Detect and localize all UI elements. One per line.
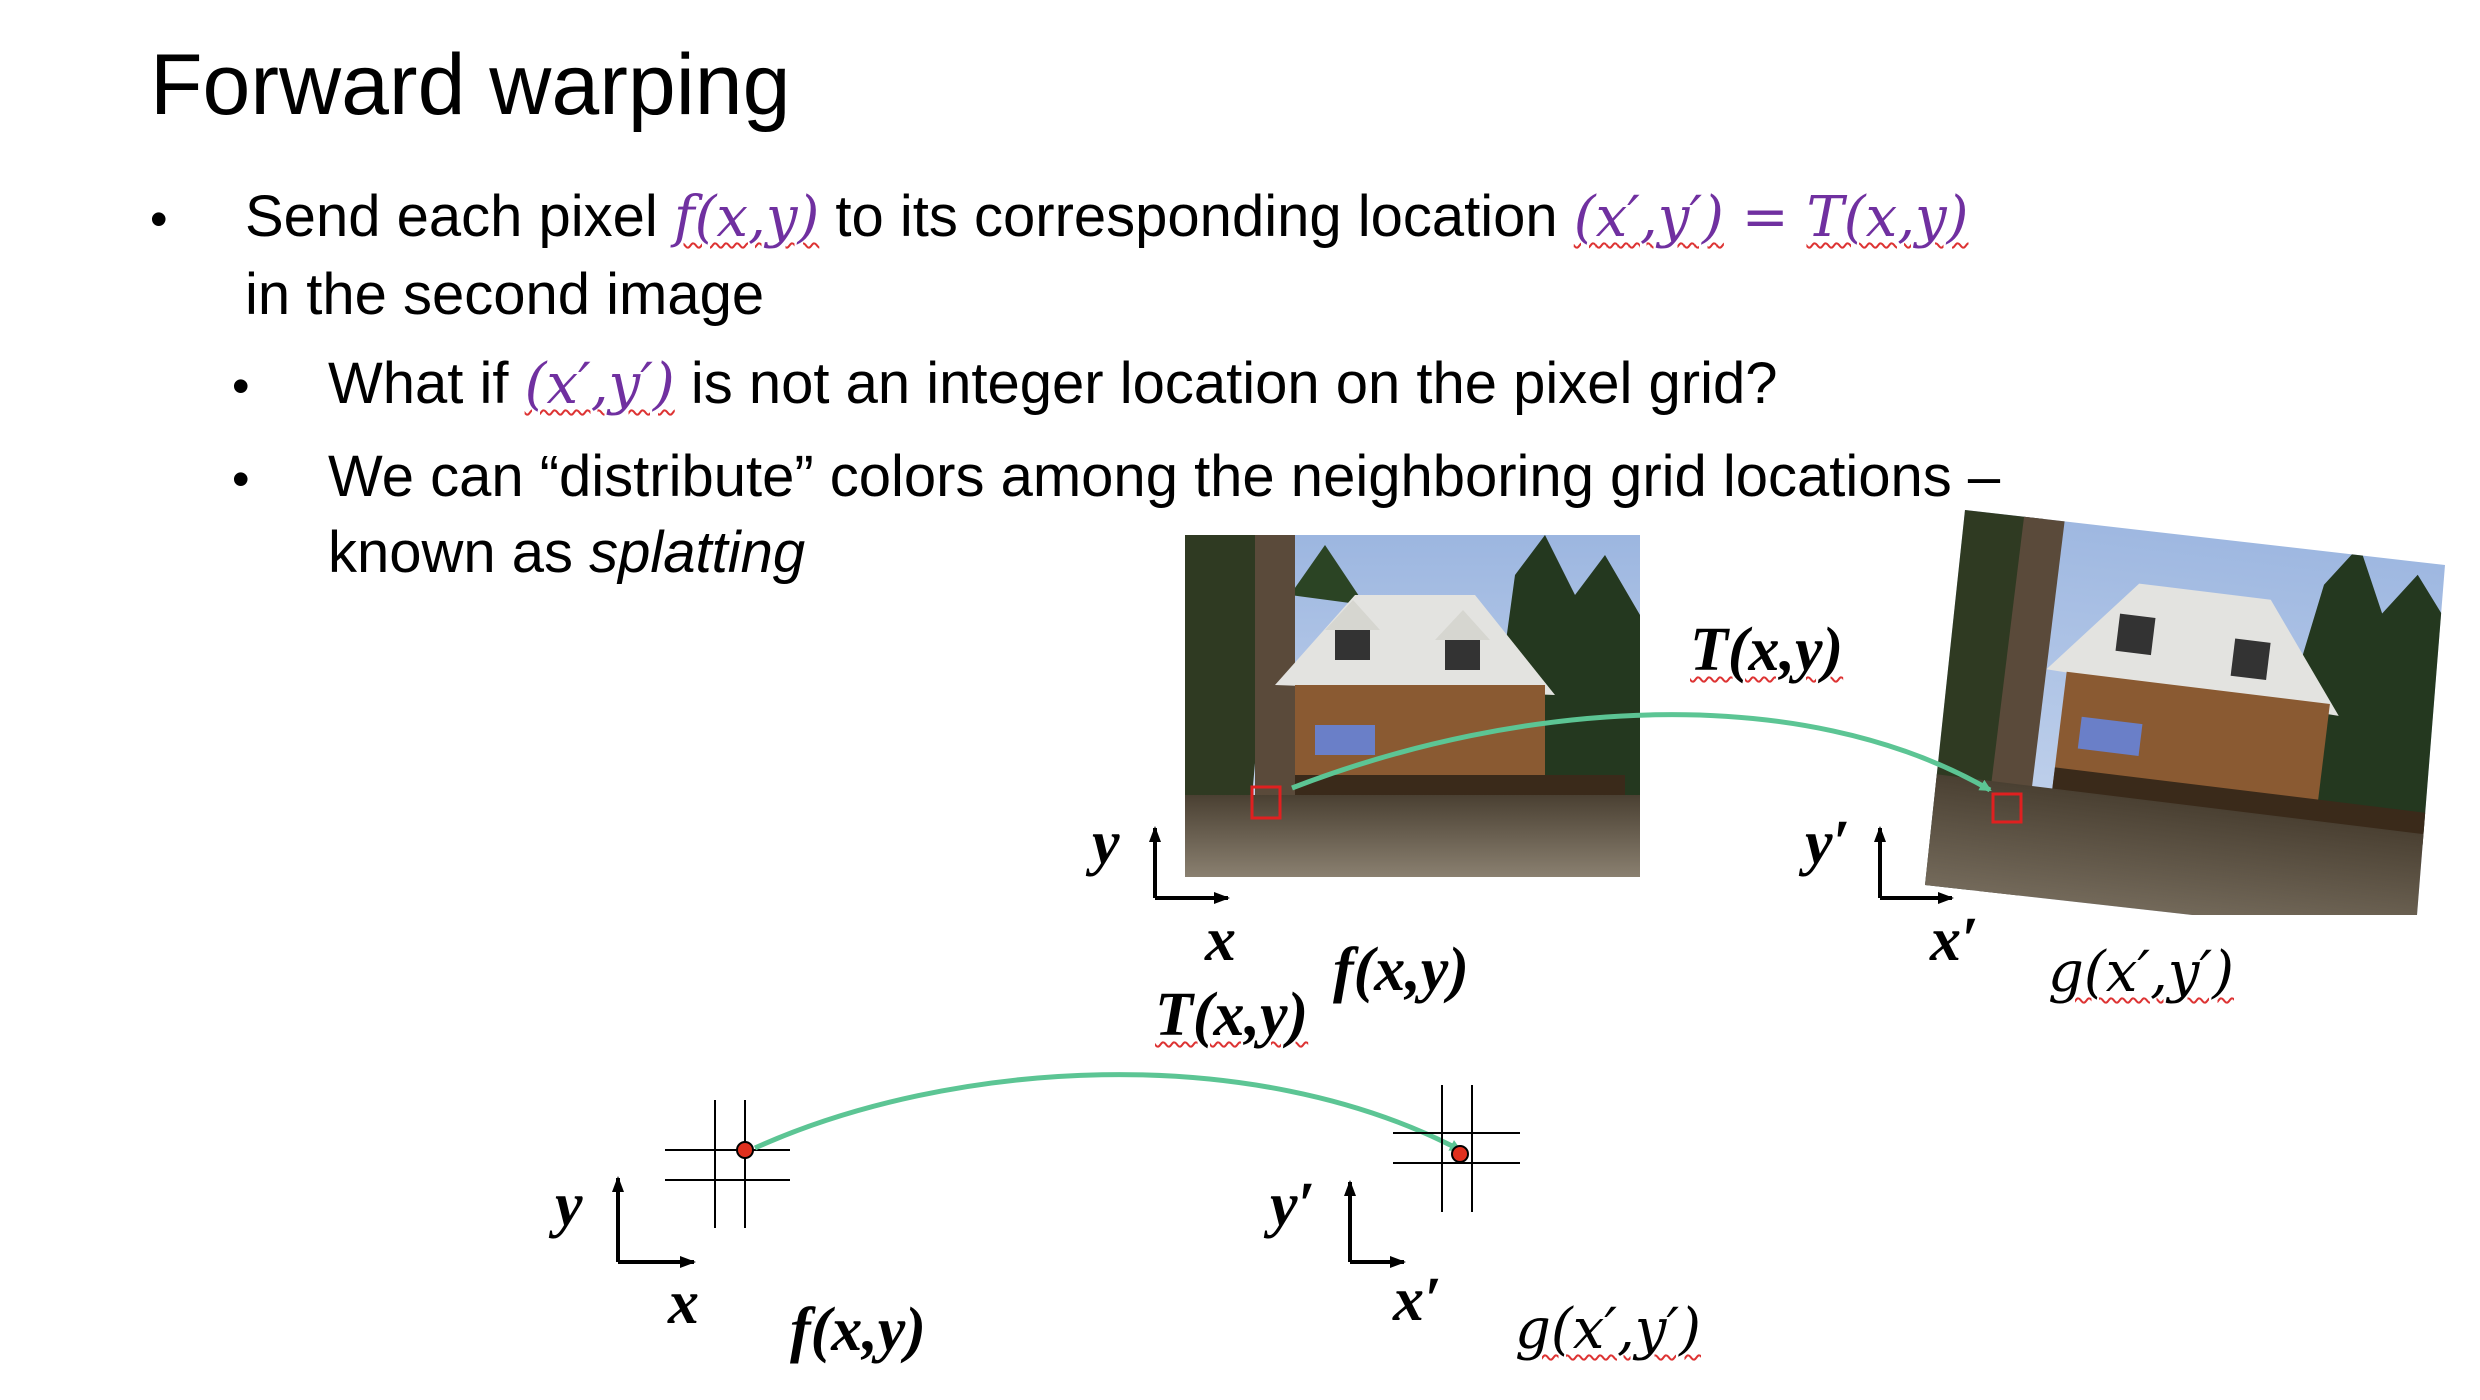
grid-source-label: f(x,y) xyxy=(790,1296,926,1364)
bullet-3-emph: splatting xyxy=(589,520,806,585)
target-image-text: g(x′,y′) xyxy=(2048,940,2234,1005)
grid-source-axes xyxy=(612,1176,696,1268)
warped-house-photo xyxy=(1925,510,2445,915)
bullet-dot: • xyxy=(232,451,250,507)
math-equals: = xyxy=(1723,185,1807,250)
math-xprime-yprime: (x′,y′) xyxy=(524,352,675,417)
grid-target-axis-y-label: y′ xyxy=(1270,1171,1315,1239)
bullet-2-text-a: What if xyxy=(328,351,525,416)
top-transform-label: T(x,y) xyxy=(1690,615,1843,685)
grid-target-axis-x-label: x′ xyxy=(1393,1266,1442,1334)
grid-target-label: g(x′,y′) xyxy=(1515,1295,1701,1365)
bullet-1-text-b: to its corresponding location xyxy=(819,184,1574,249)
target-axes xyxy=(1874,826,1954,904)
math-xprime-yprime: (x′,y′) xyxy=(1573,185,1724,250)
bottom-mapping-arrow xyxy=(753,1072,1462,1153)
bullet-1-text-a: Send each pixel xyxy=(245,184,674,249)
grid-target-text: g(x′,y′) xyxy=(1515,1297,1701,1362)
source-image-label: f(x,y) xyxy=(1333,936,1469,1004)
bullet-3-line-1: We can “distribute” colors among the nei… xyxy=(328,444,2001,509)
target-sample-dot xyxy=(1451,1145,1469,1163)
grid-target-axes xyxy=(1344,1180,1406,1268)
bullet-3-line-2: known as splatting xyxy=(328,514,805,592)
bullet-dot: • xyxy=(232,358,250,414)
bullet-1-line-2: in the second image xyxy=(245,262,765,327)
target-axis-y-label: y′ xyxy=(1805,809,1850,877)
house-image xyxy=(1185,535,1640,877)
math-t-xy: T(x,y) xyxy=(1806,185,1969,250)
source-house-photo xyxy=(1185,535,1640,877)
source-axes xyxy=(1149,826,1230,904)
source-axis-y-label: y xyxy=(1092,809,1120,877)
source-sample-dot xyxy=(736,1141,754,1159)
bullet-1-line-1: Send each pixel f(x,y) to its correspond… xyxy=(245,178,1969,257)
bullet-2-text-b: is not an integer location on the pixel … xyxy=(674,351,1778,416)
mid-transform-text: T(x,y) xyxy=(1155,981,1309,1049)
mid-transform-label: T(x,y) xyxy=(1155,980,1308,1050)
bullet-2-line-1: What if (x′,y′) is not an integer locati… xyxy=(328,345,1777,424)
top-transform-text: T(x,y) xyxy=(1690,616,1844,684)
grid-source-axis-x-label: x xyxy=(668,1269,699,1337)
target-pixel-grid xyxy=(1393,1085,1520,1212)
warped-house-image xyxy=(1925,510,2445,915)
target-image-label: g(x′,y′) xyxy=(2048,938,2234,1008)
slide-title: Forward warping xyxy=(150,37,791,133)
bullet-3-text-a: known as xyxy=(328,520,590,585)
math-f-xy: f(x,y) xyxy=(673,185,820,250)
target-axis-x-label: x′ xyxy=(1930,906,1979,974)
grid-source-axis-y-label: y xyxy=(555,1171,583,1239)
source-axis-x-label: x xyxy=(1205,906,1236,974)
source-pixel-grid xyxy=(665,1100,790,1228)
bullet-dot: • xyxy=(150,191,168,247)
target-pixel-box xyxy=(1991,792,2023,824)
source-pixel-box xyxy=(1250,785,1282,820)
top-mapping-arrow xyxy=(1291,712,1992,793)
